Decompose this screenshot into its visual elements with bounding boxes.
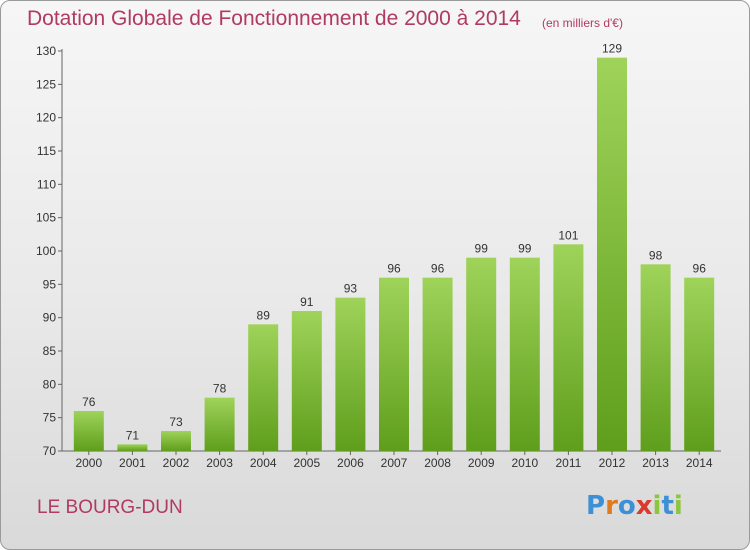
bar bbox=[684, 277, 715, 451]
logo-letter: i bbox=[652, 491, 662, 521]
bar-value-label: 129 bbox=[602, 42, 622, 56]
bar-value-label: 96 bbox=[693, 262, 707, 276]
bar-value-label: 78 bbox=[213, 382, 227, 396]
x-tick-label: 2010 bbox=[511, 456, 538, 470]
bar-value-label: 96 bbox=[387, 262, 401, 276]
y-tick-label: 120 bbox=[36, 111, 56, 125]
logo-letter: x bbox=[635, 491, 653, 521]
y-tick-label: 115 bbox=[37, 144, 56, 158]
x-tick-label: 2003 bbox=[206, 456, 233, 470]
bar-value-label: 71 bbox=[126, 428, 140, 442]
x-tick-label: 2013 bbox=[642, 456, 669, 470]
bar bbox=[117, 444, 148, 451]
x-tick-label: 2002 bbox=[163, 456, 190, 470]
bar-value-label: 76 bbox=[82, 395, 96, 409]
bar bbox=[640, 264, 671, 451]
x-tick-label: 2008 bbox=[424, 456, 451, 470]
bar-value-label: 93 bbox=[344, 282, 358, 296]
logo-letter: o bbox=[617, 491, 636, 521]
bar bbox=[466, 257, 497, 451]
y-tick-label: 110 bbox=[37, 177, 56, 191]
y-tick-label: 95 bbox=[43, 277, 57, 291]
proxiti-logo: Proxiti bbox=[586, 491, 683, 521]
y-tick-label: 85 bbox=[43, 344, 57, 358]
commune-name: LE BOURG-DUN bbox=[37, 497, 183, 518]
logo-letter: i bbox=[673, 491, 683, 521]
x-tick-label: 2012 bbox=[599, 456, 626, 470]
x-tick-label: 2000 bbox=[75, 456, 102, 470]
bar-value-label: 73 bbox=[169, 415, 183, 429]
bar bbox=[204, 397, 235, 451]
bar-value-label: 101 bbox=[558, 228, 578, 242]
y-tick-label: 90 bbox=[43, 311, 57, 325]
bar bbox=[379, 277, 409, 451]
bar-value-label: 89 bbox=[257, 308, 271, 322]
bar-value-label: 98 bbox=[649, 248, 663, 262]
y-tick-label: 80 bbox=[43, 377, 57, 391]
chart-title: Dotation Globale de Fonctionnement de 20… bbox=[27, 7, 521, 30]
bar-value-label: 99 bbox=[518, 242, 532, 256]
bar-value-label: 99 bbox=[475, 242, 489, 256]
y-tick-label: 75 bbox=[43, 411, 57, 425]
bar bbox=[73, 411, 104, 451]
y-tick-label: 100 bbox=[36, 244, 56, 258]
x-tick-label: 2011 bbox=[555, 456, 581, 470]
x-tick-label: 2009 bbox=[468, 456, 495, 470]
bar bbox=[509, 257, 540, 451]
x-tick-label: 2007 bbox=[381, 456, 408, 470]
x-tick-label: 2014 bbox=[686, 456, 713, 470]
bar bbox=[553, 244, 584, 451]
y-tick-label: 105 bbox=[36, 211, 56, 225]
x-tick-label: 2006 bbox=[337, 456, 364, 470]
bar bbox=[161, 431, 191, 451]
x-tick-label: 2001 bbox=[119, 456, 146, 470]
bar bbox=[248, 324, 279, 451]
y-tick-label: 125 bbox=[36, 77, 56, 91]
logo-letter: r bbox=[605, 491, 618, 521]
chart-unit: (en milliers d'€) bbox=[542, 16, 623, 30]
bar bbox=[335, 297, 366, 451]
logo-letter: t bbox=[661, 491, 674, 521]
bar-value-label: 96 bbox=[431, 262, 445, 276]
logo-letter: P bbox=[586, 491, 606, 521]
x-tick-label: 2004 bbox=[250, 456, 277, 470]
bar bbox=[422, 277, 453, 451]
bar bbox=[597, 57, 627, 452]
y-tick-label: 130 bbox=[36, 44, 56, 58]
y-tick-label: 70 bbox=[43, 444, 57, 458]
x-tick-label: 2005 bbox=[293, 456, 320, 470]
bar-value-label: 91 bbox=[300, 295, 314, 309]
bar bbox=[291, 311, 322, 451]
